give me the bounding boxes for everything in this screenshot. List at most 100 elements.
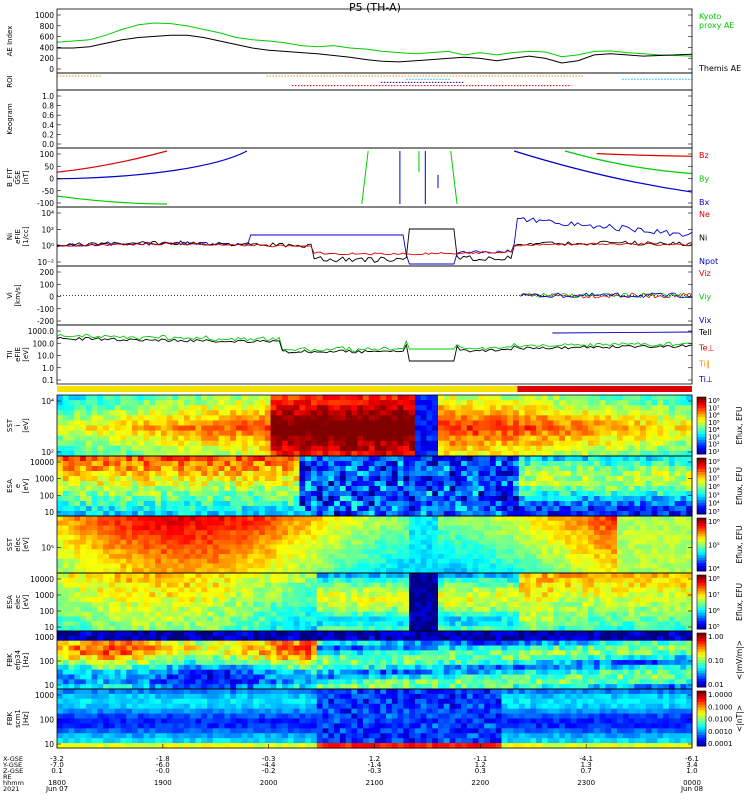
heatmap-cell <box>645 435 653 442</box>
heatmap-cell <box>524 544 531 550</box>
heatmap-cell <box>322 420 329 427</box>
heatmap-cell <box>501 535 508 541</box>
heatmap-cell <box>489 597 497 603</box>
heatmap-cell <box>657 535 664 541</box>
heatmap-cell <box>559 450 566 457</box>
heatmap-cell <box>328 616 335 622</box>
heatmap-cell <box>103 496 110 502</box>
heatmap-cell <box>680 501 687 507</box>
heatmap-cell <box>270 602 277 608</box>
heatmap-cell <box>184 520 191 527</box>
heatmap-cell <box>149 405 156 411</box>
heatmap-cell <box>68 535 75 541</box>
heatmap-cell <box>172 491 179 497</box>
heatmap-cell <box>357 435 364 442</box>
heatmap-cell <box>334 626 341 632</box>
heatmap-cell <box>172 511 179 517</box>
heatmap-cell <box>287 491 295 497</box>
heatmap-cell <box>103 425 110 432</box>
heatmap-cell <box>207 621 214 627</box>
heatmap-cell <box>420 563 428 569</box>
heatmap-cell <box>212 501 220 507</box>
heatmap-cell <box>299 530 306 536</box>
heatmap-cell <box>495 450 503 457</box>
heatmap-cell <box>628 516 635 522</box>
heatmap-cell <box>184 549 191 555</box>
heatmap-cell <box>489 616 497 622</box>
heatmap-cell <box>443 456 451 462</box>
heatmap-cell <box>611 535 618 541</box>
heatmap-cell <box>362 481 370 487</box>
heatmap-cell <box>484 481 491 487</box>
heatmap-cell <box>253 573 260 579</box>
heatmap-cell <box>293 587 301 593</box>
heatmap-cell <box>611 420 618 427</box>
heatmap-cell <box>184 573 191 579</box>
heatmap-cell <box>172 530 179 536</box>
heatmap-cell <box>565 554 572 560</box>
heatmap-cell <box>282 606 289 613</box>
heatmap-cell <box>495 395 503 401</box>
heatmap-cell <box>149 539 156 546</box>
heatmap-cell <box>259 471 266 477</box>
heatmap-cell <box>328 496 335 502</box>
heatmap-cell <box>553 539 560 546</box>
heatmap-cell <box>513 611 520 618</box>
heatmap-cell <box>224 491 231 497</box>
heatmap-cell <box>120 544 127 550</box>
heatmap-cell <box>62 554 70 560</box>
heatmap-cell <box>668 539 676 546</box>
heatmap-cell <box>189 573 197 579</box>
heatmap-cell <box>287 587 295 593</box>
heatmap-cell <box>137 476 145 482</box>
heatmap-cell <box>137 506 145 512</box>
heatmap-cell <box>74 405 81 411</box>
heatmap-cell <box>651 535 658 541</box>
heatmap-cell <box>137 445 145 452</box>
heatmap-cell <box>85 577 93 584</box>
heatmap-cell <box>160 544 168 550</box>
heatmap-cell <box>582 445 589 452</box>
heatmap-cell <box>524 501 531 507</box>
heatmap-cell <box>97 420 104 427</box>
heatmap-cell <box>80 544 87 550</box>
heatmap-cell <box>155 506 162 512</box>
heatmap-cell <box>351 602 358 608</box>
heatmap-cell <box>432 456 439 462</box>
heatmap-cell <box>270 456 277 462</box>
heatmap-cell <box>143 395 150 401</box>
heatmap-cell <box>386 602 393 608</box>
heatmap-cell <box>68 573 75 579</box>
heatmap-cell <box>420 501 428 507</box>
heatmap-cell <box>103 440 110 447</box>
heatmap-cell <box>316 435 324 442</box>
heatmap-cell <box>97 616 104 622</box>
heatmap-cell <box>316 577 324 584</box>
heatmap-cell <box>80 425 87 432</box>
heatmap-cell <box>218 486 226 492</box>
heatmap-cell <box>461 476 468 482</box>
heatmap-cell <box>235 621 243 627</box>
heatmap-cell <box>80 558 87 565</box>
heatmap-cell <box>565 520 572 527</box>
heatmap-cell <box>287 520 295 527</box>
heatmap-cell <box>132 573 139 579</box>
heatmap-cell <box>155 496 162 502</box>
heatmap-cell <box>478 410 485 416</box>
heatmap-cell <box>362 602 370 608</box>
heatmap-cell <box>345 440 353 447</box>
heatmap-cell <box>108 471 116 477</box>
heatmap-cell <box>91 435 99 442</box>
heatmap-cell <box>57 602 64 608</box>
heatmap-cell <box>686 549 693 555</box>
heatmap-cell <box>316 525 324 531</box>
heatmap-cell <box>576 425 583 432</box>
heatmap-cell <box>651 530 658 536</box>
heatmap-cell <box>212 400 220 406</box>
heatmap-cell <box>374 501 381 507</box>
heatmap-cell <box>495 461 503 467</box>
heatmap-cell <box>680 425 687 432</box>
heatmap-cell <box>114 491 122 497</box>
heatmap-cell <box>634 430 641 437</box>
heatmap-cell <box>224 410 231 416</box>
